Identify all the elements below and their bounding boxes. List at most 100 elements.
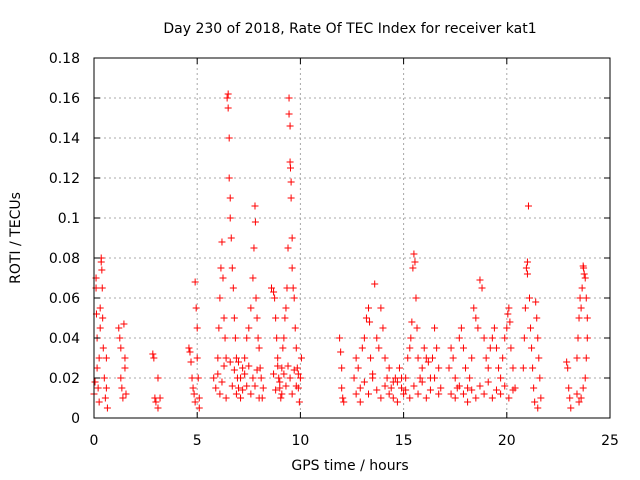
data-point: [254, 334, 262, 342]
data-point: [218, 238, 226, 246]
data-point: [252, 294, 260, 302]
data-point: [365, 390, 373, 398]
data-point: [279, 344, 287, 352]
data-point: [580, 270, 588, 278]
data-point: [480, 334, 488, 342]
x-tick-label: 25: [601, 433, 619, 449]
data-point: [381, 354, 389, 362]
data-point: [414, 390, 422, 398]
data-point: [253, 366, 261, 374]
data-point: [455, 382, 463, 390]
data-point: [398, 374, 406, 382]
y-tick-label: 0.06: [49, 291, 80, 307]
data-point: [519, 364, 527, 372]
data-point: [154, 374, 162, 382]
data-point: [288, 264, 296, 272]
data-point: [284, 244, 292, 252]
data-point: [227, 234, 235, 242]
data-point: [115, 324, 123, 332]
data-point: [583, 314, 591, 322]
data-point: [472, 394, 480, 402]
data-point: [431, 374, 439, 382]
y-tick-label: 0.02: [49, 371, 80, 387]
data-point: [488, 394, 496, 402]
data-point: [404, 354, 412, 362]
data-point: [340, 398, 348, 406]
data-point: [210, 374, 218, 382]
data-point: [527, 324, 535, 332]
data-point: [268, 284, 276, 292]
data-point: [237, 394, 245, 402]
data-point: [98, 266, 106, 274]
data-point: [407, 334, 415, 342]
data-point: [228, 382, 236, 390]
data-point: [391, 374, 399, 382]
data-point: [484, 364, 492, 372]
data-point: [581, 274, 589, 282]
data-point: [290, 366, 298, 374]
data-point: [410, 250, 418, 258]
data-point: [95, 398, 103, 406]
data-point: [484, 378, 492, 386]
data-point: [338, 384, 346, 392]
data-point: [402, 386, 410, 394]
data-point: [409, 264, 417, 272]
data-point: [102, 384, 110, 392]
data-point: [534, 334, 542, 342]
data-point: [486, 344, 494, 352]
data-point: [194, 374, 202, 382]
data-point: [245, 324, 253, 332]
data-point: [377, 394, 385, 402]
data-point: [249, 274, 257, 282]
data-point: [385, 364, 393, 372]
plot-frame: [93, 57, 611, 419]
data-point: [531, 398, 539, 406]
data-point: [581, 374, 589, 382]
data-point: [191, 278, 199, 286]
data-point: [192, 304, 200, 312]
data-point: [387, 384, 395, 392]
data-point: [389, 394, 397, 402]
data-point: [356, 384, 364, 392]
data-point: [195, 394, 203, 402]
y-tick-label: 0.16: [49, 91, 80, 107]
data-point: [234, 384, 242, 392]
data-point: [99, 314, 107, 322]
data-point: [185, 344, 193, 352]
data-point: [283, 284, 291, 292]
data-point: [385, 390, 393, 398]
data-point: [457, 324, 465, 332]
data-point: [276, 384, 284, 392]
data-point: [232, 390, 240, 398]
data-point: [410, 382, 418, 390]
data-point: [277, 394, 285, 402]
data-point: [580, 264, 588, 272]
data-point: [509, 386, 517, 394]
data-point: [292, 382, 300, 390]
data-point: [296, 374, 304, 382]
data-point: [470, 304, 478, 312]
data-point: [287, 194, 295, 202]
data-point: [362, 314, 370, 322]
data-point: [282, 304, 290, 312]
data-point: [506, 318, 514, 326]
data-point: [393, 398, 401, 406]
data-point: [241, 370, 249, 378]
data-point: [501, 382, 509, 390]
data-point: [575, 398, 583, 406]
data-point: [282, 382, 290, 390]
data-point: [230, 366, 238, 374]
data-point: [371, 280, 379, 288]
data-point: [188, 374, 196, 382]
data-point: [288, 390, 296, 398]
data-point: [96, 324, 104, 332]
data-point: [278, 390, 286, 398]
data-point: [97, 258, 105, 266]
data-point: [537, 394, 545, 402]
data-point: [418, 378, 426, 386]
data-point: [358, 344, 366, 352]
axis-ticks: [93, 57, 611, 419]
data-point: [365, 304, 373, 312]
data-point: [532, 298, 540, 306]
data-point: [509, 364, 517, 372]
